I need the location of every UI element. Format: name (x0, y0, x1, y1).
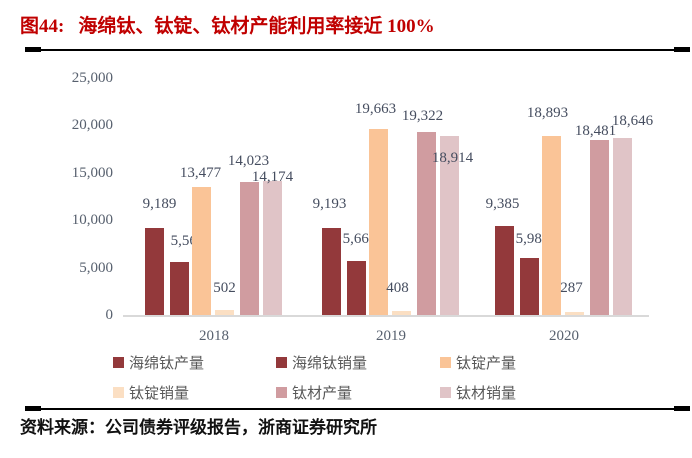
bar-钛材销量-2019 (440, 136, 459, 315)
bar-value-label: 19,663 (354, 101, 397, 117)
bar-钛锭产量-2019 (369, 129, 388, 315)
bar-海绵钛产量-2018 (145, 228, 164, 315)
bottom-divider-left-cap (25, 406, 41, 411)
figure-title-row: 图44: 海绵钛、钛锭、钛材产能利用率接近 100% (20, 11, 435, 38)
bar-海绵钛产量-2019 (322, 228, 341, 315)
bottom-divider-right-cap (674, 406, 690, 411)
bottom-divider (25, 408, 690, 410)
top-divider-left-cap (25, 47, 41, 52)
bar-钛锭销量-2018 (215, 310, 234, 315)
bar-value-label: 408 (386, 280, 409, 296)
source-line: 资料来源：公司债券评级报告，浙商证券研究所 (20, 413, 377, 438)
bar-钛材产量-2019 (417, 132, 436, 315)
bar-value-label: 18,646 (611, 113, 654, 129)
bar-钛锭产量-2018 (192, 187, 211, 315)
bar-钛材产量-2018 (240, 182, 259, 315)
x-axis-category-label: 2019 (376, 328, 406, 344)
bar-value-label: 18,481 (574, 123, 617, 139)
bar-钛材产量-2020 (590, 140, 609, 315)
x-axis-line (123, 315, 649, 317)
bar-value-label: 9,193 (312, 196, 347, 212)
figure-title: 海绵钛、钛锭、钛材产能利用率接近 100% (78, 16, 435, 37)
top-divider-right-cap (674, 47, 690, 52)
y-axis-tick-label: 25,000 (71, 70, 113, 86)
bar-海绵钛销量-2018 (170, 262, 189, 315)
y-axis-tick-label: 10,000 (71, 212, 113, 229)
top-divider (25, 49, 690, 51)
x-axis-category-label: 2018 (199, 328, 229, 344)
bar-value-label: 5,665 (342, 231, 377, 247)
bar-海绵钛销量-2020 (520, 258, 539, 315)
bar-value-label: 18,893 (526, 105, 569, 121)
source-text: 公司债券评级报告，浙商证券研究所 (105, 418, 377, 437)
bar-value-label: 13,477 (179, 165, 222, 181)
y-axis-tick-label: 20,000 (71, 117, 113, 134)
bar-value-label: 5,984 (515, 231, 550, 247)
bar-钛锭产量-2020 (542, 136, 561, 315)
source-label: 资料来源： (20, 418, 105, 437)
bar-value-label: 502 (213, 280, 236, 296)
y-axis-tick-label: 0 (105, 307, 114, 323)
bar-钛材销量-2018 (263, 181, 282, 315)
bar-钛材销量-2020 (613, 138, 632, 315)
bar-value-label: 9,385 (485, 196, 520, 212)
bar-钛锭销量-2020 (565, 312, 584, 315)
bar-value-label: 9,189 (142, 196, 177, 212)
y-axis-tick-label: 15,000 (71, 164, 113, 181)
bar-value-label: 18,914 (431, 150, 474, 166)
figure-number: 图44: (20, 16, 65, 37)
y-axis-tick-label: 5,000 (79, 259, 113, 276)
bar-value-label: 287 (560, 280, 583, 296)
bar-海绵钛产量-2020 (495, 226, 514, 315)
bar-value-label: 14,023 (227, 153, 270, 169)
bar-value-label: 19,322 (401, 108, 444, 124)
bar-海绵钛销量-2019 (347, 261, 366, 315)
bar-value-label: 14,174 (251, 169, 294, 185)
bar-钛锭销量-2019 (392, 311, 411, 315)
x-axis-category-label: 2020 (549, 328, 579, 344)
